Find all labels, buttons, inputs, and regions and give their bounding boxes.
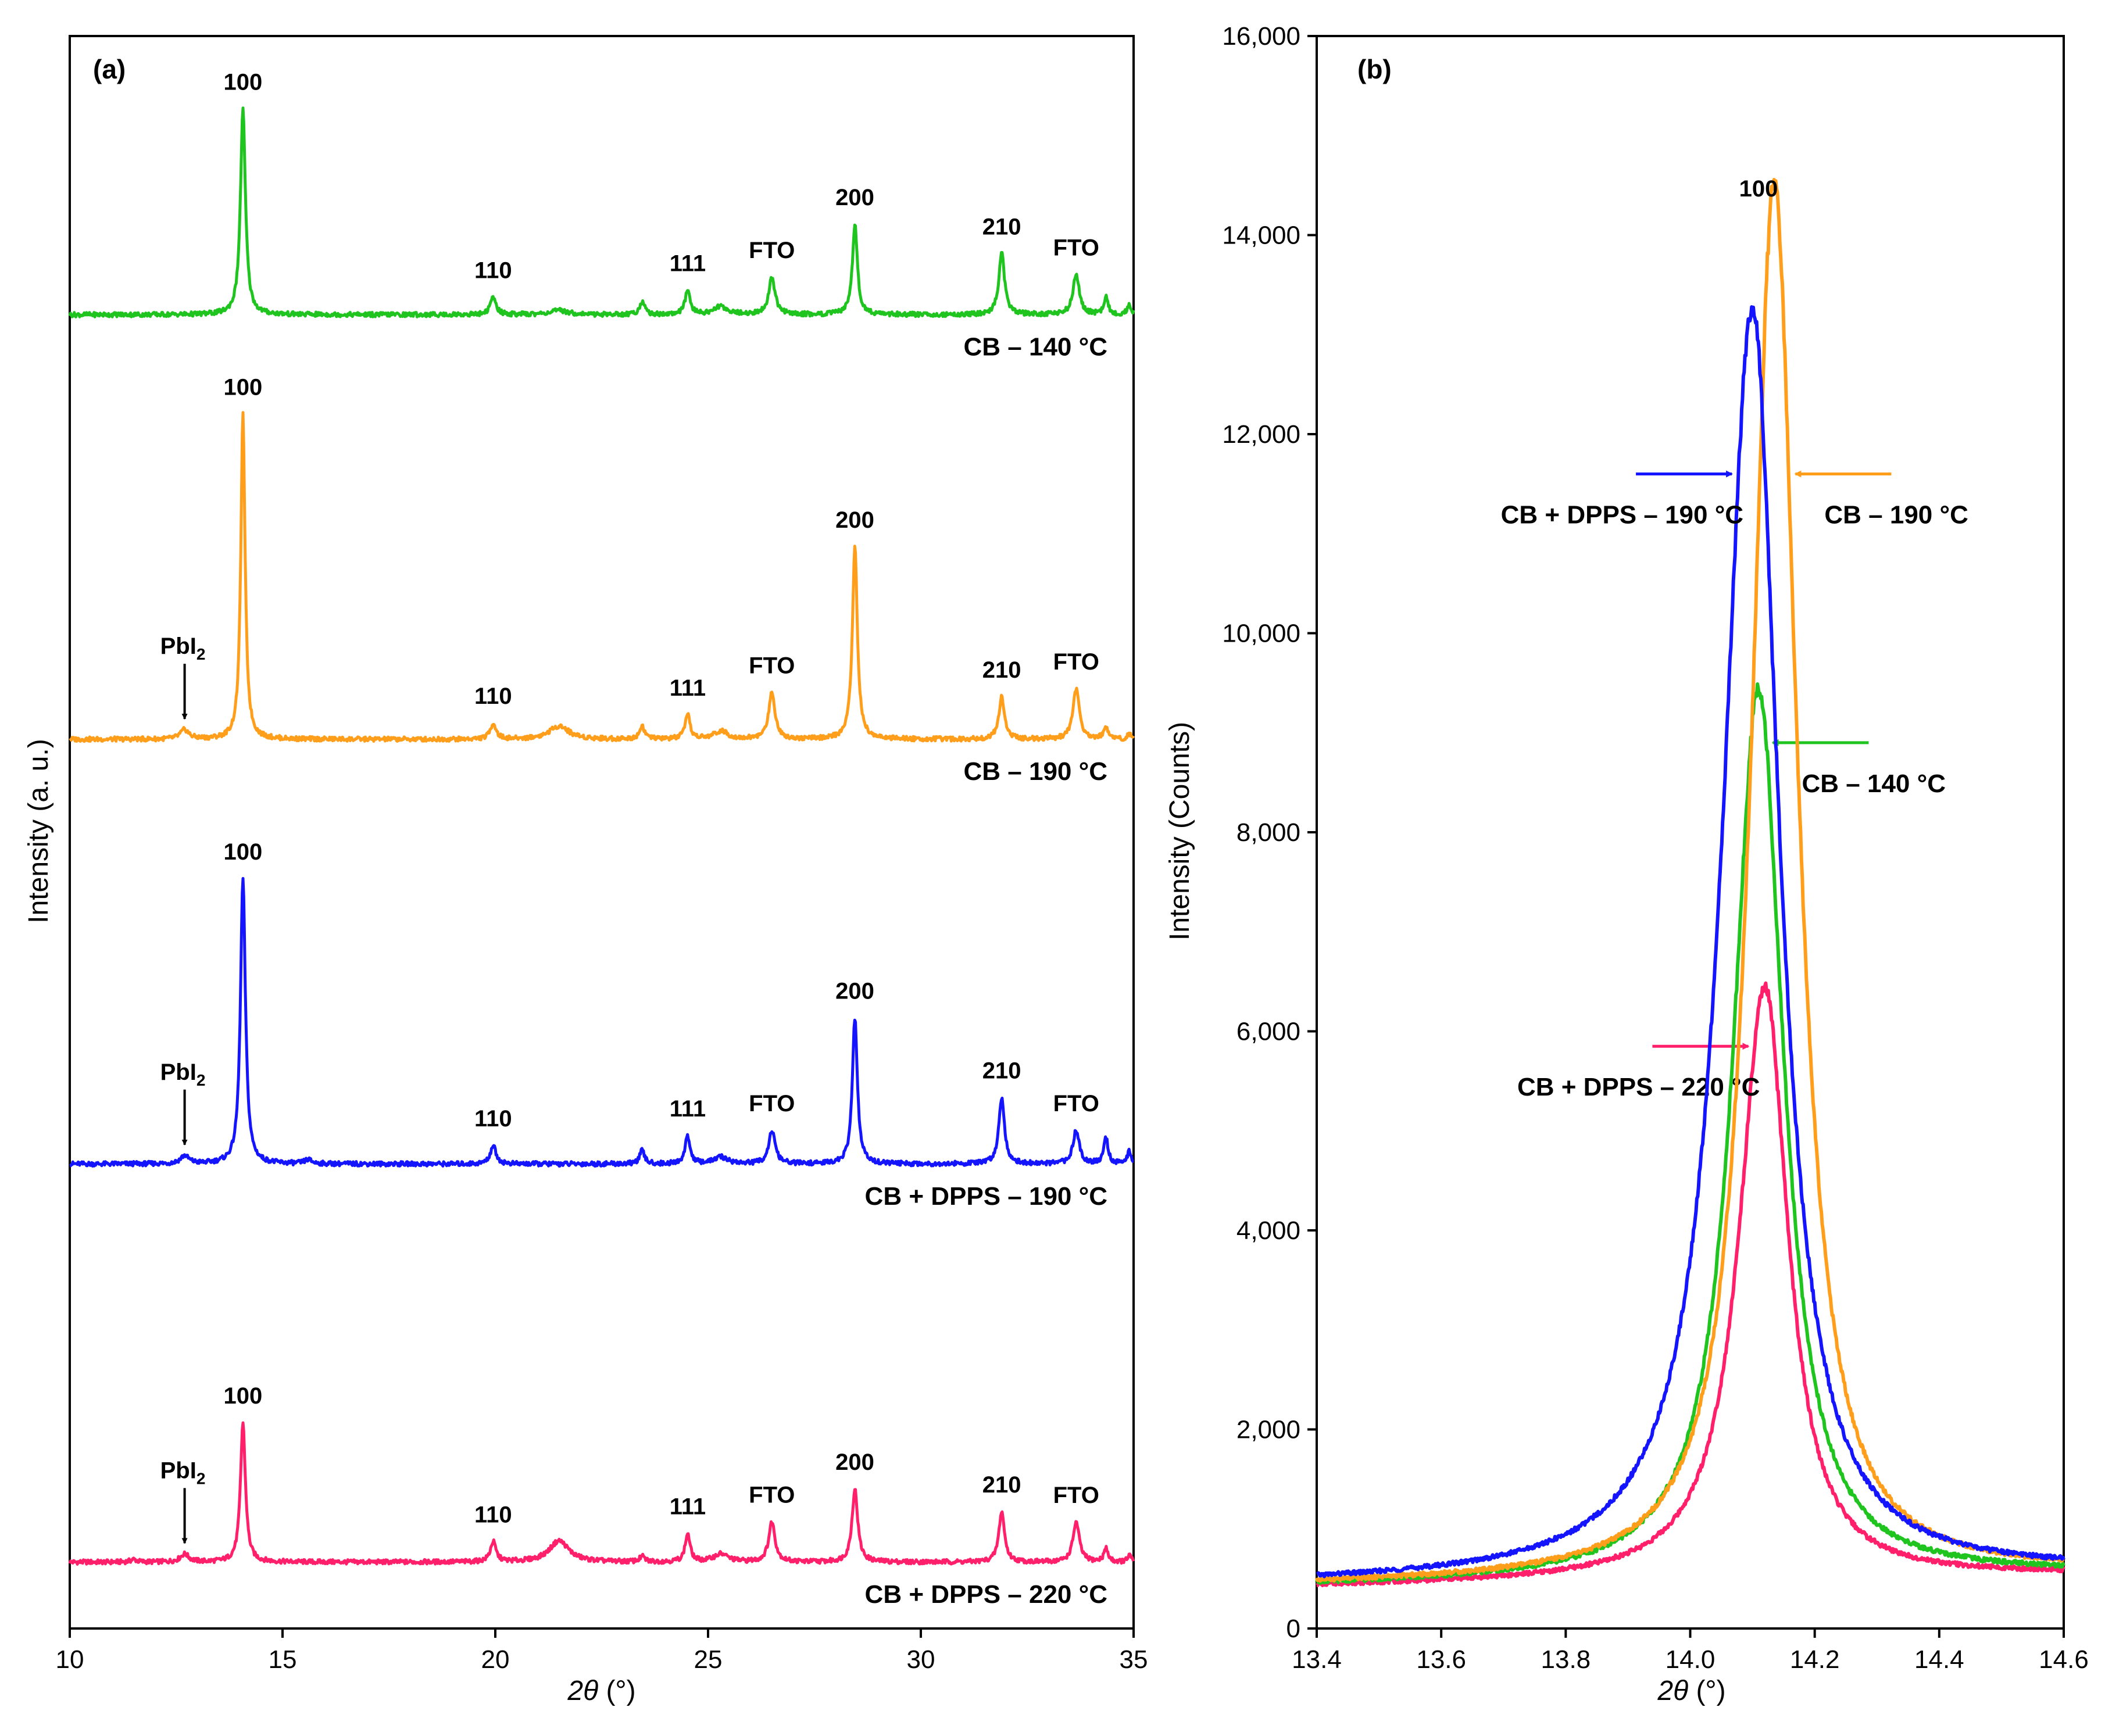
x-tick-label: 10: [56, 1645, 84, 1674]
series-line: [69, 877, 1135, 1168]
series-name-label: CB + DPPS – 220 °C: [865, 1580, 1107, 1609]
panel-a-x-ticks: 10 15 20 25 30 35: [56, 1628, 1148, 1674]
peak-label: 111: [670, 1096, 706, 1122]
x-tick-label: 14.6: [2039, 1645, 2089, 1674]
peak-label: FTO: [749, 1483, 795, 1508]
panel-b: CB + DPPS – 220 °C CB – 140 °C CB – 190 °C…: [1164, 22, 2089, 1706]
series-name-label: CB – 190 °C: [1824, 501, 1968, 529]
series-line: [1315, 682, 2065, 1585]
panel-b-frame: [1316, 35, 2065, 1630]
series-line: [69, 411, 1135, 743]
panel-b-x-axis-title: 2θ (°): [1657, 1676, 1725, 1706]
peak-label: 100: [224, 1383, 263, 1409]
peak-label: 111: [670, 1494, 706, 1520]
x-tick-label: 13.4: [1292, 1645, 1342, 1674]
peak-label: 200: [835, 979, 874, 1004]
peak-label: 110: [474, 1106, 512, 1132]
peak-label: FTO: [749, 653, 795, 678]
peak-label: 111: [670, 675, 706, 701]
series-0: 100 110 111 FTO 200 210 FTO PbI2 CB + DPPS – 220…: [68, 1383, 1135, 1609]
y-tick-label: 8,000: [1236, 818, 1300, 847]
peak-label: 200: [835, 185, 874, 210]
series-name-label: CB + DPPS – 190 °C: [1501, 501, 1743, 529]
peak-label: FTO: [1053, 649, 1099, 675]
y-tick-label: 2,000: [1236, 1416, 1300, 1444]
peak-label: 210: [982, 1058, 1021, 1084]
x-tick-label: 15: [269, 1645, 297, 1674]
x-tick-label: 20: [481, 1645, 510, 1674]
series-1: 100 110 111 FTO 200 210 FTO PbI2 CB + DPPS – 190…: [69, 839, 1135, 1211]
y-tick-label: 16,000: [1222, 22, 1300, 51]
x-tick-label: 14.2: [1790, 1645, 1840, 1674]
panel-b-peak-label: 100: [1739, 176, 1778, 202]
series-line: [68, 106, 1135, 318]
series-line: [1315, 178, 2065, 1583]
peak-label: 100: [224, 375, 263, 400]
x-tick-label: 13.8: [1541, 1645, 1591, 1674]
y-tick-label: 14,000: [1222, 221, 1300, 250]
peak-label: 200: [835, 1449, 874, 1475]
x-tick-label: 35: [1120, 1645, 1148, 1674]
peak-label: FTO: [1053, 1091, 1099, 1116]
series-name-label: CB – 140 °C: [964, 333, 1107, 361]
x-tick-label: 25: [694, 1645, 723, 1674]
peak-label: 110: [474, 683, 512, 709]
peak-label: 210: [982, 214, 1021, 239]
peak-label: 100: [224, 70, 263, 95]
panel-b-label: (b): [1357, 54, 1392, 84]
peak-label: 100: [224, 839, 263, 865]
x-tick-label: 13.6: [1416, 1645, 1466, 1674]
peak-label: 110: [474, 258, 512, 284]
peak-label: 111: [670, 250, 706, 276]
series-name-label: CB + DPPS – 190 °C: [865, 1182, 1107, 1211]
y-tick-label: 0: [1286, 1615, 1300, 1643]
y-tick-label: 12,000: [1222, 420, 1300, 449]
series-name-label: CB – 140 °C: [1802, 769, 1946, 798]
series-line: [1316, 981, 2065, 1587]
x-tick-label: 14.4: [1914, 1645, 1964, 1674]
y-tick-label: 6,000: [1236, 1018, 1300, 1046]
peak-label: 210: [982, 657, 1021, 683]
peak-label: FTO: [1053, 235, 1099, 261]
series-line: [68, 1421, 1135, 1566]
peak-label: FTO: [1053, 1483, 1099, 1508]
series-3: 100 110 111 FTO 200 210 FTO CB – 140 °C: [68, 70, 1135, 361]
series-1: CB – 140 °C: [1315, 682, 2065, 1585]
panel-b-y-axis-title: Intensity (Counts): [1164, 722, 1195, 940]
series-2: 100 110 111 FTO 200 210 FTO PbI2 CB – 190 °C: [69, 375, 1135, 786]
panel-a-frame: [69, 35, 1135, 1630]
x-tick-label: 14.0: [1666, 1645, 1716, 1674]
pbi2-label: PbI2: [160, 633, 206, 663]
pbi2-label: PbI2: [160, 1060, 206, 1089]
panel-a-label: (a): [93, 54, 126, 84]
series-line: [1316, 305, 2065, 1578]
series-name-label: CB – 190 °C: [964, 757, 1107, 786]
series-0: CB + DPPS – 220 °C: [1316, 981, 2065, 1587]
series-2: CB – 190 °C: [1315, 178, 2065, 1583]
y-tick-label: 10,000: [1222, 620, 1300, 648]
series-3: CB + DPPS – 190 °C: [1316, 305, 2065, 1578]
panel-b-y-ticks: 0 2,000 4,000 6,000 8,000 10,000 12,000 14,000 1…: [1222, 22, 1317, 1643]
y-tick-label: 4,000: [1236, 1216, 1300, 1245]
peak-label: 110: [474, 1502, 512, 1528]
panel-b-x-ticks: 13.4 13.6 13.8 14.0 14.2 14.4 14.6: [1292, 1628, 2089, 1674]
x-tick-label: 30: [907, 1645, 935, 1674]
panel-a: 100 110 111 FTO 200 210 FTO PbI2 CB + DPPS – 220…: [23, 35, 1148, 1706]
panel-a-y-axis-title: Intensity (a. u.): [23, 739, 54, 923]
pbi2-label: PbI2: [160, 1458, 206, 1487]
panel-a-x-axis-title: 2θ (°): [567, 1676, 635, 1706]
peak-label: 200: [835, 507, 874, 533]
peak-label: FTO: [749, 238, 795, 263]
peak-label: 210: [982, 1472, 1021, 1498]
peak-label: FTO: [749, 1091, 795, 1116]
series-name-label: CB + DPPS – 220 °C: [1517, 1073, 1760, 1101]
